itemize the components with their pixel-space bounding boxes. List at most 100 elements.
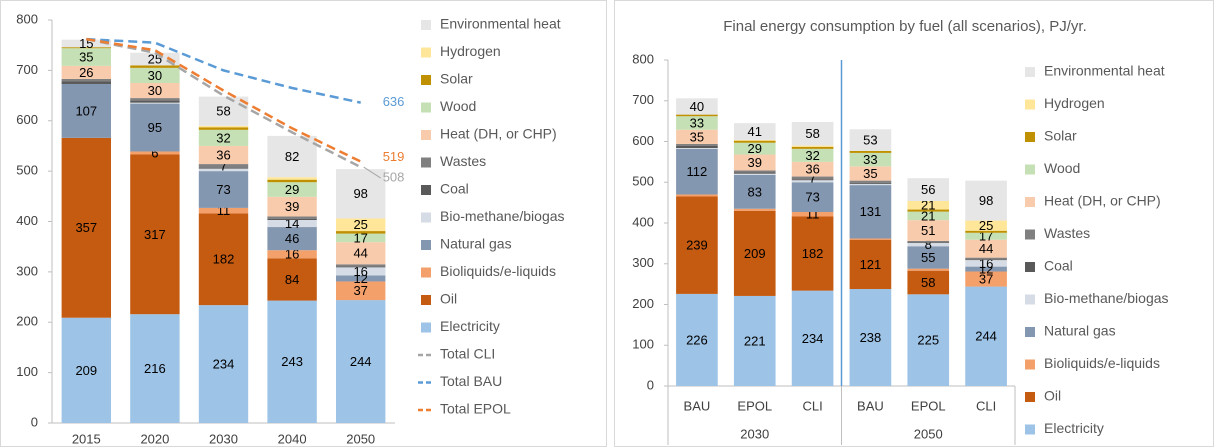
y-tick-label: 700 xyxy=(16,62,38,77)
legend-label: Bio-methane/biogas xyxy=(440,208,565,224)
bar-segment xyxy=(336,233,386,243)
bar-segment xyxy=(61,47,111,49)
data-label: 35 xyxy=(690,129,704,144)
bar-segment xyxy=(907,200,950,210)
data-label: 209 xyxy=(75,363,97,378)
legend-label: Oil xyxy=(440,291,457,307)
bar-segment xyxy=(849,182,892,184)
data-label: 98 xyxy=(979,193,993,208)
bar-segment xyxy=(733,154,776,171)
data-label: 33 xyxy=(863,152,877,167)
bar-segment xyxy=(965,259,1007,261)
legend-key xyxy=(421,322,431,333)
data-label: 234 xyxy=(802,331,824,346)
bar-segment xyxy=(267,177,317,180)
data-label: 21 xyxy=(921,198,935,213)
legend-label: Environmental heat xyxy=(1044,63,1165,79)
bar-segment xyxy=(907,178,950,201)
x-tick-label: 2030 xyxy=(209,431,238,446)
data-label: 35 xyxy=(863,166,877,181)
bar-segment xyxy=(965,230,1007,233)
bar-segment xyxy=(336,169,386,219)
data-label: 30 xyxy=(148,68,162,83)
bar-segment xyxy=(849,180,892,183)
legend-key xyxy=(421,267,431,278)
chart-title: Final energy consumption by fuel (all sc… xyxy=(723,18,1087,35)
legend-key xyxy=(421,240,431,250)
bar-segment xyxy=(849,238,892,240)
legend-key xyxy=(1025,392,1035,402)
data-label: 317 xyxy=(144,227,166,242)
bar-segment xyxy=(198,171,249,208)
legend-key xyxy=(421,185,431,195)
legend-key xyxy=(421,157,431,168)
total-line xyxy=(86,37,361,104)
group-label: 2030 xyxy=(740,426,769,441)
legend-label: Environmental heat xyxy=(440,16,561,32)
y-tick-label: 500 xyxy=(632,174,654,189)
data-label: 73 xyxy=(216,182,230,197)
bar-segment xyxy=(733,174,776,209)
data-label: 51 xyxy=(921,223,935,238)
data-label: 32 xyxy=(216,130,230,145)
data-label: 41 xyxy=(748,124,762,139)
bar-segment xyxy=(198,125,249,128)
data-label: 29 xyxy=(285,182,299,197)
bar-segment xyxy=(130,314,180,423)
bar-segment xyxy=(965,239,1007,258)
end-label: 508 xyxy=(383,170,405,185)
data-label: 15 xyxy=(79,36,93,51)
data-label: 244 xyxy=(350,354,372,369)
bar-segment xyxy=(907,211,950,221)
bar-segment xyxy=(267,250,317,259)
legend-label: Coal xyxy=(440,181,469,197)
data-label: 53 xyxy=(863,133,877,148)
bar-segment xyxy=(130,100,180,103)
data-label: 6 xyxy=(151,145,158,160)
legend-key xyxy=(1025,359,1035,370)
bar-segment xyxy=(849,239,892,290)
data-label: 25 xyxy=(979,218,993,233)
y-tick-label: 0 xyxy=(647,377,654,392)
bar-segment xyxy=(791,179,834,181)
bar-segment xyxy=(849,150,892,153)
data-label: 21 xyxy=(921,208,935,223)
data-label: 95 xyxy=(148,120,162,135)
bar-segment xyxy=(130,103,180,152)
bar-segment xyxy=(791,180,834,183)
legend-label: Hydrogen xyxy=(440,43,501,59)
bar-segment xyxy=(733,170,776,173)
bar-segment xyxy=(849,152,892,167)
legend-key xyxy=(1025,327,1035,337)
bar-segment xyxy=(676,129,718,144)
bar-segment xyxy=(336,264,386,267)
x-tick-label: CLI xyxy=(976,398,996,413)
data-label: 44 xyxy=(979,241,993,256)
data-label: 238 xyxy=(860,330,882,345)
bar-segment xyxy=(907,270,950,295)
bar-segment xyxy=(907,240,950,243)
data-label: 39 xyxy=(285,199,299,214)
bar-segment xyxy=(733,295,776,386)
bar-segment xyxy=(676,194,718,197)
bar-segment xyxy=(965,232,1007,240)
bar-segment xyxy=(130,65,180,68)
bar-segment xyxy=(733,172,776,174)
end-label: 519 xyxy=(383,149,405,164)
data-label: 46 xyxy=(285,231,299,246)
legend-label: Hydrogen xyxy=(1044,95,1105,111)
data-label: 7 xyxy=(220,158,227,173)
data-label: 29 xyxy=(748,141,762,156)
legend-key xyxy=(1025,424,1035,435)
legend-key xyxy=(421,47,431,58)
bar-segment xyxy=(130,67,180,83)
data-label: 243 xyxy=(281,354,303,369)
legend-key xyxy=(421,75,431,85)
bar-segment xyxy=(965,260,1007,267)
data-label: 16 xyxy=(285,247,299,262)
bar-segment xyxy=(907,242,950,243)
bar-segment xyxy=(791,121,834,146)
bar-segment xyxy=(336,267,386,276)
legend-label: Wastes xyxy=(1044,225,1090,241)
